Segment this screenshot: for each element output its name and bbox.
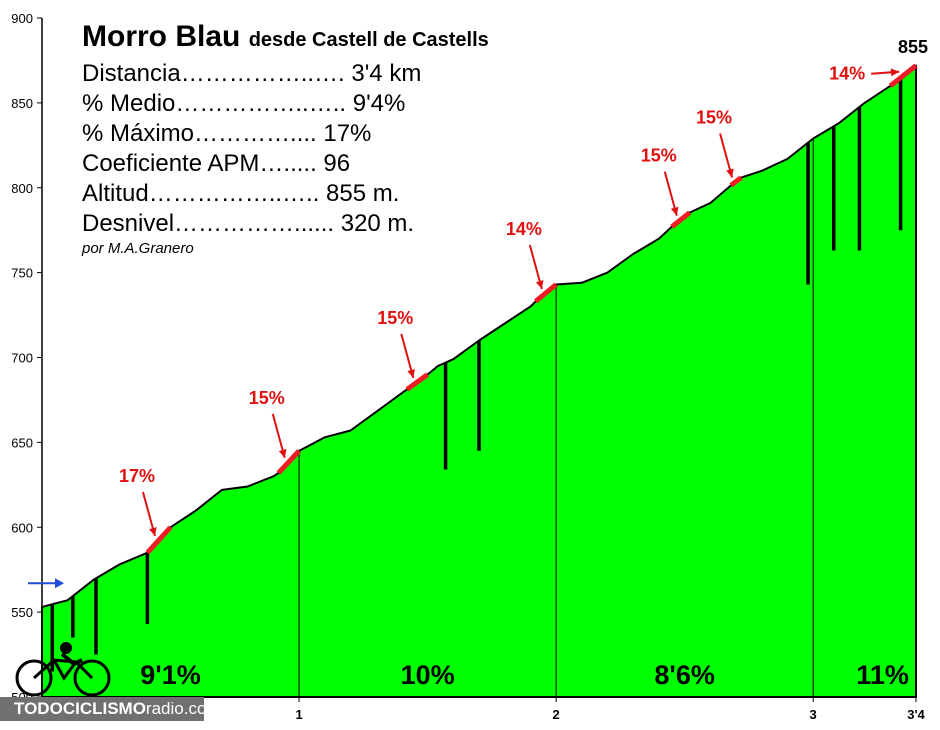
steep-section-line — [276, 449, 301, 475]
steep-arrow-head — [726, 168, 734, 178]
climb-info-panel: Morro Blau desde Castell de Castells Dis… — [82, 18, 489, 259]
y-tick-label: 550 — [11, 605, 33, 620]
y-tick-label: 850 — [11, 96, 33, 111]
km-gradient-label: 9'1% — [140, 660, 200, 690]
start-arrow-head — [55, 578, 64, 589]
x-tick-label: 3 — [810, 707, 817, 722]
climb-title-line: Morro Blau desde Castell de Castells — [82, 18, 489, 59]
y-tick-label: 900 — [11, 11, 33, 26]
steep-section-line — [145, 525, 173, 555]
steep-gradient-label: 14% — [506, 219, 542, 239]
steep-arrow-head — [278, 449, 287, 458]
steep-section-line — [670, 210, 692, 229]
steep-arrow-head — [535, 280, 544, 289]
climb-subtitle: desde Castell de Castells — [248, 29, 489, 51]
stat-max-gradient: % Máximo………….... 17% — [82, 120, 372, 147]
logo-part-todo: TODO — [14, 699, 63, 718]
steep-arrow-head — [890, 68, 900, 77]
y-tick-label: 650 — [11, 435, 33, 450]
steep-section-line — [729, 175, 743, 188]
steep-gradient-label: 14% — [829, 64, 865, 84]
steep-arrow-head — [407, 369, 415, 378]
km-gradient-label: 11% — [856, 660, 909, 690]
steep-section-line — [405, 372, 430, 392]
km-dividers — [298, 138, 814, 697]
steep-gradient-label: 15% — [377, 308, 413, 328]
logo-part-ciclismo: CICLISMO — [62, 699, 146, 718]
steep-gradient-label: 15% — [696, 107, 732, 127]
y-tick-label: 700 — [11, 351, 33, 366]
stat-elevation-gain: Desnivel……………...... 320 m. — [82, 210, 415, 237]
steep-section-line — [533, 282, 558, 304]
x-tick-label: 1 — [295, 707, 302, 722]
steep-arrow-head — [149, 527, 157, 536]
x-tick-label: 3'4 — [907, 707, 925, 722]
steep-section-line — [888, 63, 918, 88]
y-tick-label: 800 — [11, 181, 33, 196]
climb-title: Morro Blau — [82, 20, 241, 53]
chart-labels: 9'1% 10% 8'6% 11% 855 — [28, 37, 928, 690]
y-tick-label: 600 — [11, 520, 33, 535]
stat-altitude: Altitud……………..….. 855 m. — [82, 180, 400, 207]
km-gradient-label: 10% — [401, 660, 455, 690]
stat-distance: Distancia……………..…. 3'4 km — [82, 60, 422, 87]
author-credit: por M.A.Granero — [82, 240, 194, 257]
y-tick-label: 750 — [11, 266, 33, 281]
steep-gradient-label: 17% — [119, 466, 155, 486]
logo-part-domain: radio.com — [145, 699, 221, 718]
x-tick-label: 2 — [553, 707, 560, 722]
cyclist-logo-icon — [15, 642, 111, 697]
summit-altitude-label: 855 — [898, 37, 928, 57]
steep-gradient-label: 15% — [641, 146, 677, 166]
steep-gradient-label: 15% — [249, 388, 285, 408]
steep-sections: 17% 15% 15% 14% 15% 15% 14% — [119, 63, 918, 555]
stat-apm-coefficient: Coeficiente APM…..... 96 — [82, 150, 351, 177]
site-logo[interactable]: TODOCICLISMOradio.com — [0, 697, 221, 721]
stat-average-gradient: % Medio……………..….. 9'4% — [82, 90, 406, 117]
steep-arrow-head — [670, 206, 679, 216]
km-gradient-label: 8'6% — [654, 660, 714, 690]
